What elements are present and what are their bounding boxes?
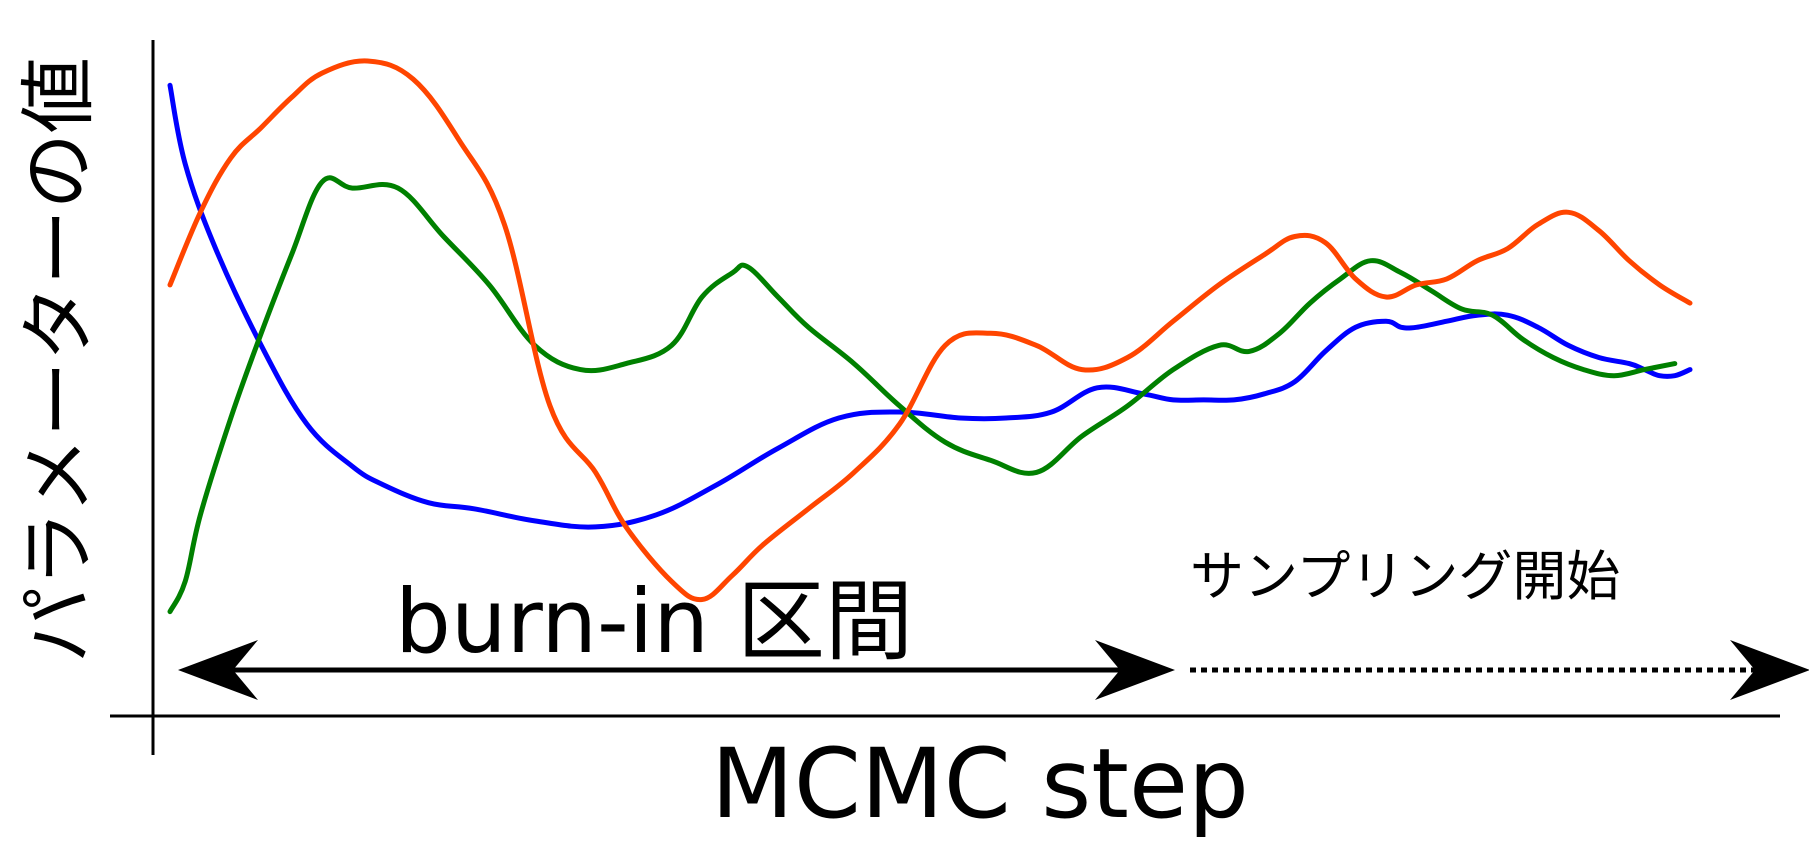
burn-in-label: burn-in 区間	[395, 570, 913, 673]
series-line-2	[167, 175, 1678, 615]
sampling-label: サンプリング開始	[1190, 545, 1620, 608]
series-line-1	[167, 82, 1693, 530]
y-axis-label: パラメーターの値	[14, 57, 103, 663]
series-line-3	[167, 58, 1693, 603]
x-axis-label: MCMC step	[711, 728, 1249, 840]
series-layer	[167, 58, 1693, 615]
